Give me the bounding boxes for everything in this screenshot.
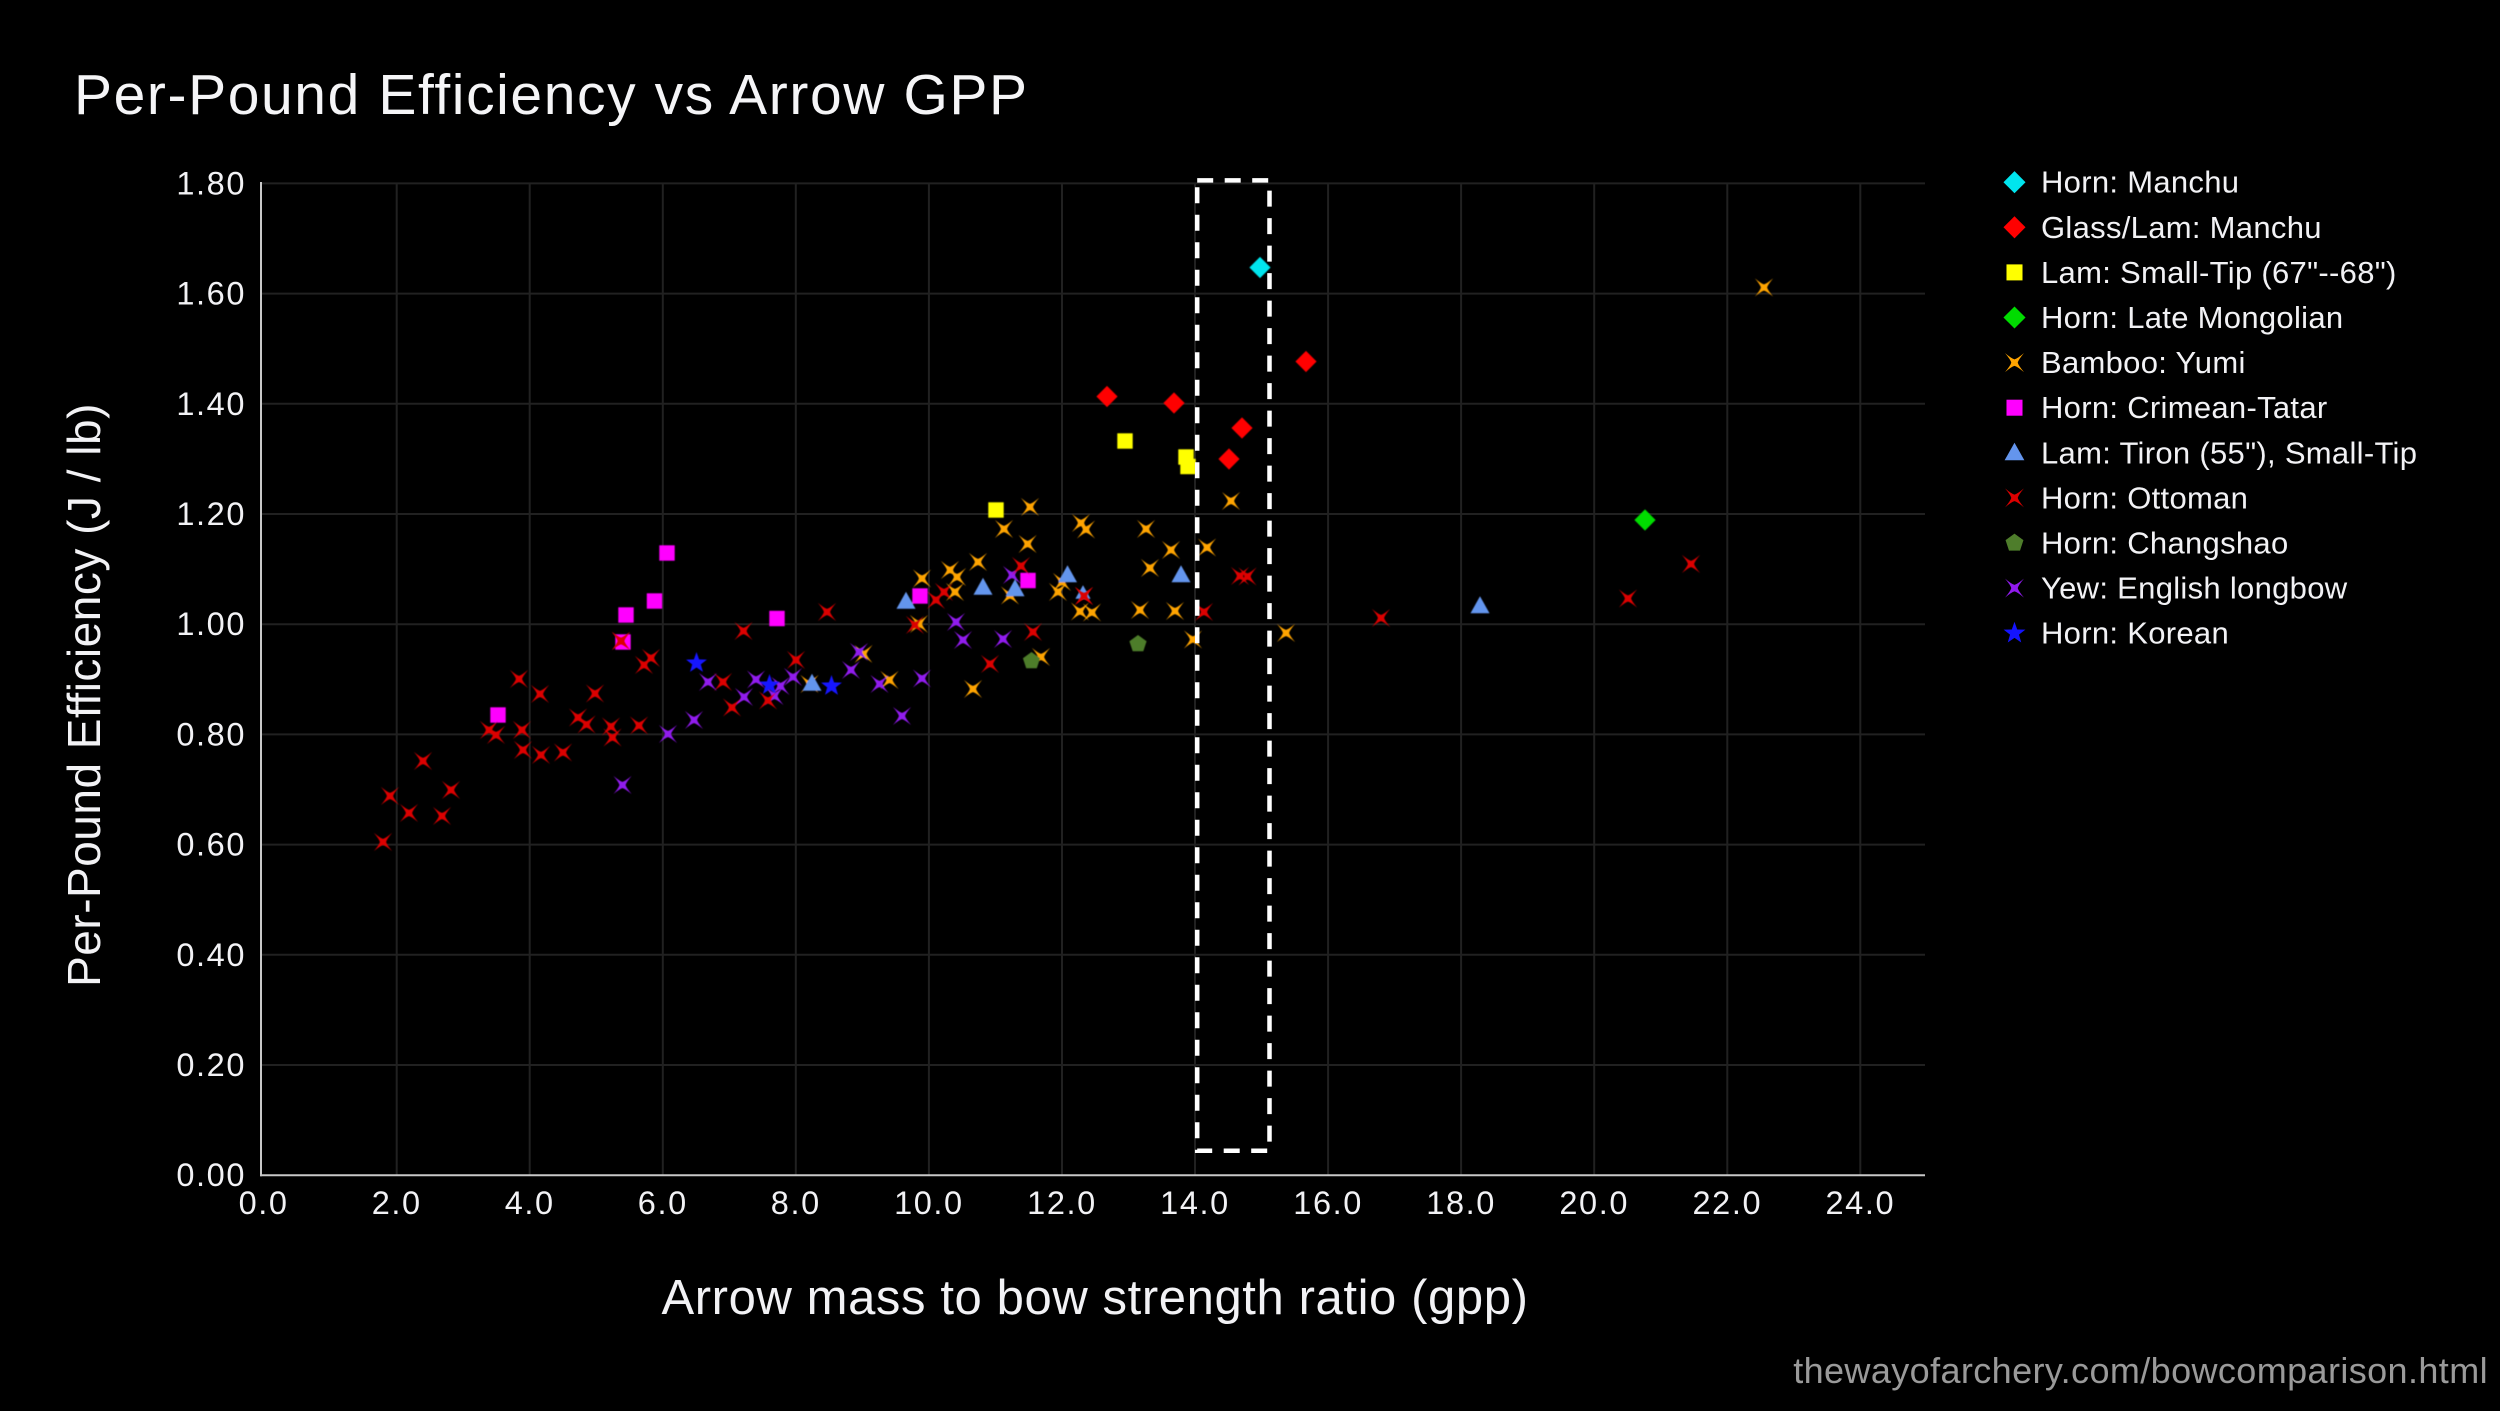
svg-text:0.0: 0.0	[239, 1185, 289, 1221]
svg-text:0.60: 0.60	[176, 827, 246, 863]
svg-text:12.0: 12.0	[1027, 1185, 1097, 1221]
svg-text:Horn: Manchu: Horn: Manchu	[2041, 165, 2239, 200]
svg-text:2.0: 2.0	[372, 1185, 422, 1221]
svg-text:Yew: English longbow: Yew: English longbow	[2041, 571, 2348, 606]
svg-text:Per-Pound Efficiency vs Arrow: Per-Pound Efficiency vs Arrow GPP	[74, 63, 1029, 127]
svg-text:Horn: Changshao: Horn: Changshao	[2041, 526, 2289, 561]
svg-text:Horn: Ottoman: Horn: Ottoman	[2041, 480, 2248, 515]
svg-text:1.40: 1.40	[176, 386, 246, 422]
svg-text:Horn: Crimean-Tatar: Horn: Crimean-Tatar	[2041, 390, 2328, 425]
svg-text:0.00: 0.00	[176, 1157, 246, 1193]
svg-text:10.0: 10.0	[894, 1185, 964, 1221]
svg-text:Bamboo: Yumi: Bamboo: Yumi	[2041, 345, 2246, 380]
svg-text:14.0: 14.0	[1160, 1185, 1230, 1221]
svg-text:22.0: 22.0	[1692, 1185, 1762, 1221]
svg-text:Horn: Korean: Horn: Korean	[2041, 616, 2229, 651]
svg-text:Lam: Tiron (55"), Small-Tip: Lam: Tiron (55"), Small-Tip	[2041, 435, 2417, 470]
svg-text:Glass/Lam: Manchu: Glass/Lam: Manchu	[2041, 210, 2322, 245]
svg-text:Arrow mass to bow strength rat: Arrow mass to bow strength ratio (gpp)	[661, 1271, 1528, 1325]
svg-text:20.0: 20.0	[1559, 1185, 1629, 1221]
svg-text:1.00: 1.00	[176, 606, 246, 642]
svg-text:0.20: 0.20	[176, 1047, 246, 1083]
svg-text:8.0: 8.0	[771, 1185, 821, 1221]
svg-text:Lam: Small-Tip (67"--68"): Lam: Small-Tip (67"--68")	[2041, 255, 2397, 290]
svg-text:4.0: 4.0	[505, 1185, 555, 1221]
svg-text:18.0: 18.0	[1426, 1185, 1496, 1221]
svg-text:1.60: 1.60	[176, 276, 246, 312]
svg-text:0.80: 0.80	[176, 716, 246, 752]
svg-text:1.80: 1.80	[176, 165, 246, 201]
svg-text:6.0: 6.0	[638, 1185, 688, 1221]
svg-text:24.0: 24.0	[1825, 1185, 1895, 1221]
svg-text:16.0: 16.0	[1293, 1185, 1363, 1221]
svg-text:0.40: 0.40	[176, 937, 246, 973]
svg-text:Horn: Late Mongolian: Horn: Late Mongolian	[2041, 300, 2343, 335]
svg-text:thewayofarchery.com/bowcompari: thewayofarchery.com/bowcomparison.html	[1793, 1350, 2488, 1391]
svg-text:1.20: 1.20	[176, 496, 246, 532]
svg-text:Per-Pound Efficiency (J / lb): Per-Pound Efficiency (J / lb)	[58, 403, 110, 987]
